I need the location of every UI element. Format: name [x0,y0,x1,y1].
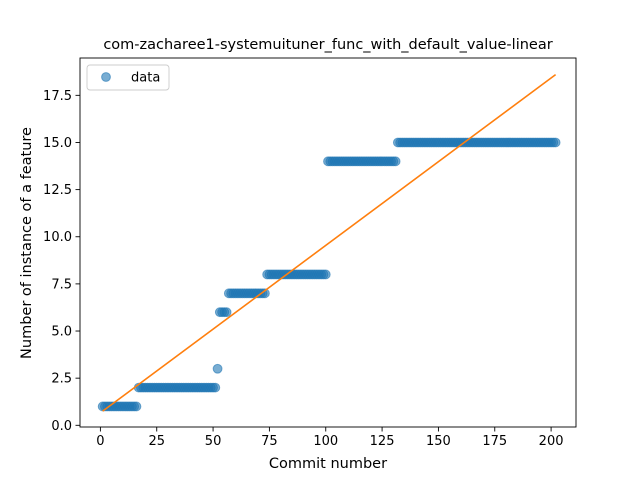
y-tick-label: 7.5 [51,277,72,292]
fitted-line [102,73,557,412]
x-tick-label: 50 [205,434,222,449]
chart-title: com-zacharee1-systemuituner_func_with_de… [103,37,552,53]
plot-area [97,73,561,412]
data-point [320,269,331,280]
y-tick-label: 17.5 [43,89,72,104]
y-axis-label: Number of instance of a feature [19,127,35,359]
data-point [221,307,232,318]
y-tick-label: 12.5 [43,183,72,198]
x-axis-label: Commit number [269,456,387,472]
legend-label: data [131,71,160,86]
y-tick-label: 15.0 [43,136,72,151]
data-point [212,363,223,374]
x-tick-label: 75 [261,434,278,449]
y-tick-label: 2.5 [51,372,72,387]
x-tick-label: 200 [539,434,564,449]
legend-box [86,64,170,91]
x-tick-label: 125 [370,434,395,449]
y-tick-label: 0.0 [51,419,72,434]
x-tick-label: 25 [148,434,165,449]
data-point [390,156,401,167]
data-point [210,382,221,393]
data-point [131,401,142,412]
axes: 0 25 50 75 100 125 150 175 200 0.0 2.5 5.0 7.5 10.0 12… [43,57,577,449]
x-tick-label: 0 [96,434,104,449]
axes-frame [79,57,577,428]
legend-marker [101,72,111,82]
x-tick-label: 100 [313,434,338,449]
y-tick-label: 5.0 [51,325,72,340]
data-point [550,137,561,148]
legend: data [86,64,170,91]
y-tick-label: 10.0 [43,230,72,245]
x-tick-label: 150 [426,434,451,449]
x-tick-label: 175 [482,434,507,449]
